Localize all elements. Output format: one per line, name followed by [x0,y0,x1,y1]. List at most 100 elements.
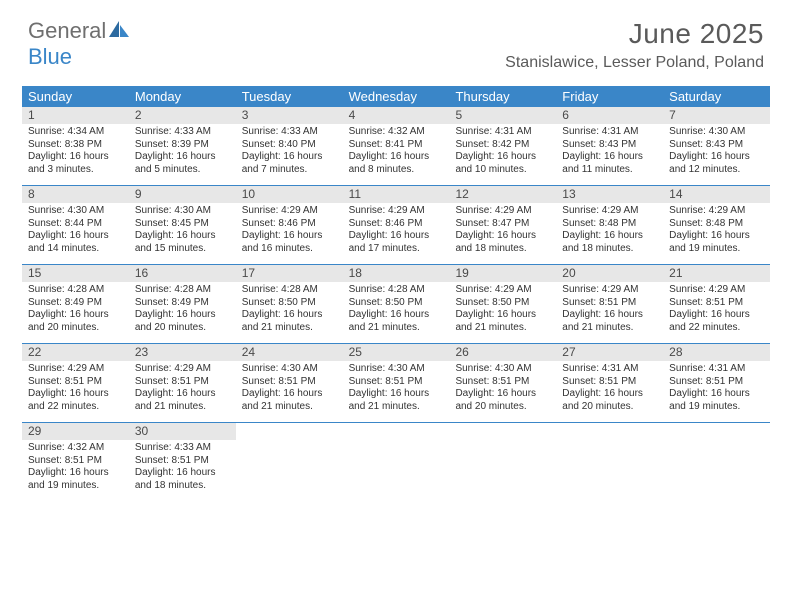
day-number: 11 [343,186,450,203]
day-cell [236,423,343,501]
sunset-line: Sunset: 8:51 PM [28,376,123,389]
day-header-tuesday: Tuesday [236,86,343,107]
sunset-line: Sunset: 8:50 PM [242,297,337,310]
day-number: 20 [556,265,663,282]
day-number: 5 [449,107,556,124]
day-body: Sunrise: 4:29 AMSunset: 8:51 PMDaylight:… [22,361,129,417]
daylight-line: Daylight: 16 hours and 10 minutes. [455,151,550,176]
day-cell: 18Sunrise: 4:28 AMSunset: 8:50 PMDayligh… [343,265,450,343]
sunrise-line: Sunrise: 4:29 AM [562,284,657,297]
day-cell: 5 Sunrise: 4:31 AMSunset: 8:42 PMDaylight… [449,107,556,185]
week-row: 22Sunrise: 4:29 AMSunset: 8:51 PMDayligh… [22,344,770,423]
week-row: 1Sunrise: 4:34 AMSunset: 8:38 PMDaylight… [22,107,770,186]
page-location: Stanislawice, Lesser Poland, Poland [505,54,764,72]
sunrise-line: Sunrise: 4:31 AM [455,126,550,139]
day-body: Sunrise: 4:31 AMSunset: 8:51 PMDaylight:… [556,361,663,417]
day-number: 19 [449,265,556,282]
sunrise-line: Sunrise: 4:30 AM [242,363,337,376]
sunset-line: Sunset: 8:51 PM [135,455,230,468]
day-number: 14 [663,186,770,203]
day-number: 29 [22,423,129,440]
sunrise-line: Sunrise: 4:30 AM [349,363,444,376]
day-number: 6 [556,107,663,124]
sunset-line: Sunset: 8:42 PM [455,139,550,152]
day-header-row: SundayMondayTuesdayWednesdayThursdayFrid… [22,86,770,107]
sunrise-line: Sunrise: 4:34 AM [28,126,123,139]
day-body: Sunrise: 4:30 AMSunset: 8:51 PMDaylight:… [236,361,343,417]
header: General Blue June 2025 Stanislawice, Les… [0,0,792,78]
sunset-line: Sunset: 8:46 PM [349,218,444,231]
sunrise-line: Sunrise: 4:29 AM [562,205,657,218]
daylight-line: Daylight: 16 hours and 11 minutes. [562,151,657,176]
daylight-line: Daylight: 16 hours and 20 minutes. [135,309,230,334]
daylight-line: Daylight: 16 hours and 22 minutes. [28,388,123,413]
week-row: 15Sunrise: 4:28 AMSunset: 8:49 PMDayligh… [22,265,770,344]
day-body: Sunrise: 4:30 AMSunset: 8:51 PMDaylight:… [449,361,556,417]
sunset-line: Sunset: 8:39 PM [135,139,230,152]
day-header-monday: Monday [129,86,236,107]
day-body: Sunrise: 4:33 AMSunset: 8:39 PMDaylight:… [129,124,236,180]
daylight-line: Daylight: 16 hours and 21 minutes. [455,309,550,334]
week-row: 8Sunrise: 4:30 AMSunset: 8:44 PMDaylight… [22,186,770,265]
day-cell: 11Sunrise: 4:29 AMSunset: 8:46 PMDayligh… [343,186,450,264]
sunset-line: Sunset: 8:51 PM [28,455,123,468]
day-number: 24 [236,344,343,361]
daylight-line: Daylight: 16 hours and 17 minutes. [349,230,444,255]
day-number: 18 [343,265,450,282]
sunset-line: Sunset: 8:50 PM [455,297,550,310]
day-number: 13 [556,186,663,203]
day-cell: 9Sunrise: 4:30 AMSunset: 8:45 PMDaylight… [129,186,236,264]
day-cell: 8Sunrise: 4:30 AMSunset: 8:44 PMDaylight… [22,186,129,264]
day-header-saturday: Saturday [663,86,770,107]
day-number: 27 [556,344,663,361]
sunrise-line: Sunrise: 4:30 AM [455,363,550,376]
sunset-line: Sunset: 8:51 PM [455,376,550,389]
sunset-line: Sunset: 8:38 PM [28,139,123,152]
sunrise-line: Sunrise: 4:29 AM [242,205,337,218]
day-number: 28 [663,344,770,361]
day-cell [556,423,663,501]
day-cell: 30Sunrise: 4:33 AMSunset: 8:51 PMDayligh… [129,423,236,501]
logo-text: General Blue [28,18,130,70]
daylight-line: Daylight: 16 hours and 18 minutes. [562,230,657,255]
day-body: Sunrise: 4:30 AMSunset: 8:45 PMDaylight:… [129,203,236,259]
sunrise-line: Sunrise: 4:29 AM [28,363,123,376]
sunrise-line: Sunrise: 4:33 AM [242,126,337,139]
day-number: 12 [449,186,556,203]
sunrise-line: Sunrise: 4:30 AM [669,126,764,139]
sunrise-line: Sunrise: 4:32 AM [349,126,444,139]
daylight-line: Daylight: 16 hours and 21 minutes. [242,388,337,413]
daylight-line: Daylight: 16 hours and 19 minutes. [669,230,764,255]
day-number: 2 [129,107,236,124]
daylight-line: Daylight: 16 hours and 22 minutes. [669,309,764,334]
daylight-line: Daylight: 16 hours and 19 minutes. [669,388,764,413]
day-body: Sunrise: 4:32 AMSunset: 8:41 PMDaylight:… [343,124,450,180]
day-body: Sunrise: 4:30 AMSunset: 8:44 PMDaylight:… [22,203,129,259]
sunrise-line: Sunrise: 4:31 AM [669,363,764,376]
day-body: Sunrise: 4:31 AMSunset: 8:43 PMDaylight:… [556,124,663,180]
sunrise-line: Sunrise: 4:32 AM [28,442,123,455]
sunset-line: Sunset: 8:48 PM [562,218,657,231]
daylight-line: Daylight: 16 hours and 18 minutes. [135,467,230,492]
page-title: June 2025 [505,18,764,50]
day-cell: 15Sunrise: 4:28 AMSunset: 8:49 PMDayligh… [22,265,129,343]
day-number: 26 [449,344,556,361]
day-header-thursday: Thursday [449,86,556,107]
daylight-line: Daylight: 16 hours and 20 minutes. [455,388,550,413]
daylight-line: Daylight: 16 hours and 21 minutes. [135,388,230,413]
day-cell: 29 Sunrise: 4:32 AMSunset: 8:51 PMDayligh… [22,423,129,501]
day-cell: 6Sunrise: 4:31 AMSunset: 8:43 PMDaylight… [556,107,663,185]
day-body: Sunrise: 4:29 AMSunset: 8:47 PMDaylight:… [449,203,556,259]
daylight-line: Daylight: 16 hours and 19 minutes. [28,467,123,492]
daylight-line: Daylight: 16 hours and 20 minutes. [562,388,657,413]
day-body: Sunrise: 4:29 AMSunset: 8:51 PMDaylight:… [663,282,770,338]
day-body: Sunrise: 4:29 AMSunset: 8:50 PMDaylight:… [449,282,556,338]
day-body: Sunrise: 4:31 AMSunset: 8:51 PMDaylight:… [663,361,770,417]
sunrise-line: Sunrise: 4:28 AM [135,284,230,297]
day-body: Sunrise: 4:29 AMSunset: 8:48 PMDaylight:… [663,203,770,259]
day-body: Sunrise: 4:34 AMSunset: 8:38 PMDaylight:… [22,124,129,180]
day-cell: 20Sunrise: 4:29 AMSunset: 8:51 PMDayligh… [556,265,663,343]
day-number: 3 [236,107,343,124]
sunset-line: Sunset: 8:44 PM [28,218,123,231]
week-row: 29Sunrise: 4:32 AMSunset: 8:51 PMDayligh… [22,423,770,501]
